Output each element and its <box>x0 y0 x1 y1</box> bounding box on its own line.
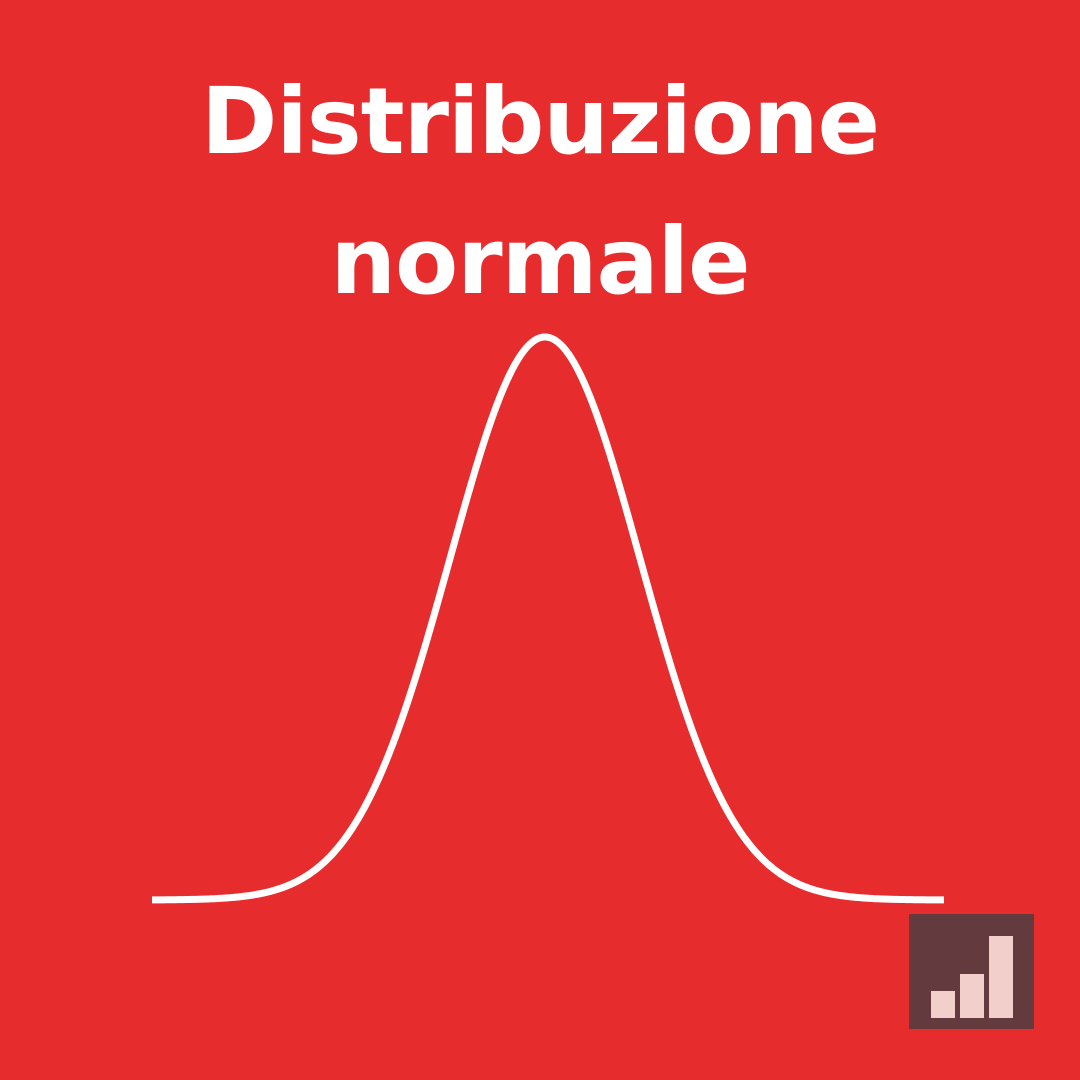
logo-bar-medium <box>960 974 984 1018</box>
logo-bar-tall <box>989 936 1013 1018</box>
bell-curve-line <box>150 333 946 904</box>
title-line-2: normale <box>330 208 751 315</box>
logo-icon <box>909 914 1034 1029</box>
page-title: Distribuzione normale <box>0 52 1080 332</box>
logo-bar-short <box>931 991 955 1018</box>
title-line-1: Distribuzione <box>200 68 880 175</box>
